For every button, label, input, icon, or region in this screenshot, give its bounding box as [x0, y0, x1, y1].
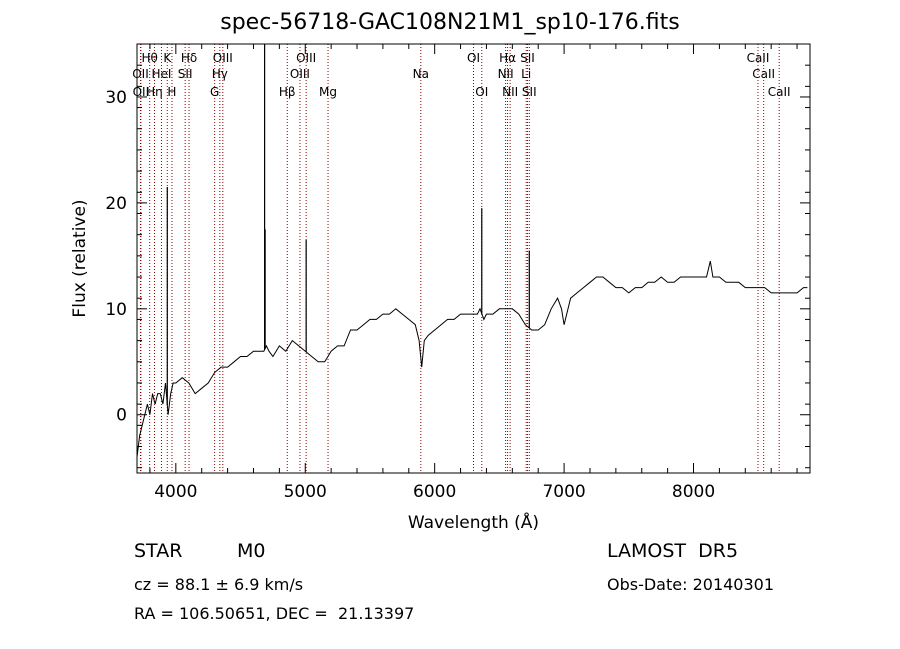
- spectrum-line: [136, 260, 808, 458]
- line-marker-label: Hθ: [141, 51, 157, 65]
- obs-date-label: Obs-Date: 20140301: [607, 575, 775, 594]
- chart-title: spec-56718-GAC108N21M1_sp10-176.fits: [220, 10, 680, 35]
- line-marker-label: G: [210, 85, 219, 99]
- y-axis-label: Flux (relative): [70, 199, 90, 317]
- line-marker-label: Hβ: [279, 85, 296, 99]
- line-marker-label: Na: [413, 67, 429, 81]
- x-tick-label: 4000: [154, 482, 197, 502]
- line-marker-label: H: [167, 85, 176, 99]
- line-marker-label: CaII: [752, 67, 775, 81]
- line-marker-label: OIII: [296, 51, 316, 65]
- line-marker-label: OI: [475, 85, 488, 99]
- coordinates-label: RA = 106.50651, DEC = 21.13397: [134, 604, 415, 623]
- line-marker-label: SII: [522, 85, 537, 99]
- y-tick-label: 30: [105, 88, 127, 108]
- plot-frame: [136, 43, 811, 474]
- line-marker-label: OIII: [213, 51, 233, 65]
- line-marker-label: NII: [502, 85, 518, 99]
- object-class: STAR: [134, 540, 183, 562]
- x-axis-label: Wavelength (Å): [408, 511, 539, 533]
- x-tick-label: 8000: [672, 482, 715, 502]
- line-marker-label: SII: [178, 67, 193, 81]
- line-marker-label: K: [163, 51, 172, 65]
- x-tick-label: 7000: [542, 482, 585, 502]
- line-marker-label: Hη: [146, 85, 163, 99]
- line-marker-label: OI: [467, 51, 480, 65]
- y-tick-label: 20: [105, 194, 127, 214]
- line-marker-label: Hα: [499, 51, 516, 65]
- survey-label: LAMOST DR5: [607, 540, 739, 562]
- x-tick-label: 6000: [413, 482, 456, 502]
- line-marker-label: HeI: [151, 67, 171, 81]
- redshift-label: cz = 88.1 ± 6.9 km/s: [134, 575, 304, 594]
- y-tick-label: 0: [116, 406, 127, 426]
- object-subclass: M0: [237, 540, 266, 562]
- line-marker-label: Li: [521, 67, 531, 81]
- line-marker-label: OIII: [290, 67, 310, 81]
- line-marker-label: CaII: [768, 85, 791, 99]
- line-marker-label: Mg: [319, 85, 337, 99]
- line-marker-label: NII: [498, 67, 514, 81]
- line-marker-label: SII: [520, 51, 535, 65]
- y-tick-label: 10: [105, 300, 127, 320]
- line-marker-label: Hδ: [181, 51, 197, 65]
- line-marker-label: CaII: [747, 51, 770, 65]
- line-marker-label: Hγ: [212, 67, 228, 81]
- x-tick-label: 5000: [284, 482, 327, 502]
